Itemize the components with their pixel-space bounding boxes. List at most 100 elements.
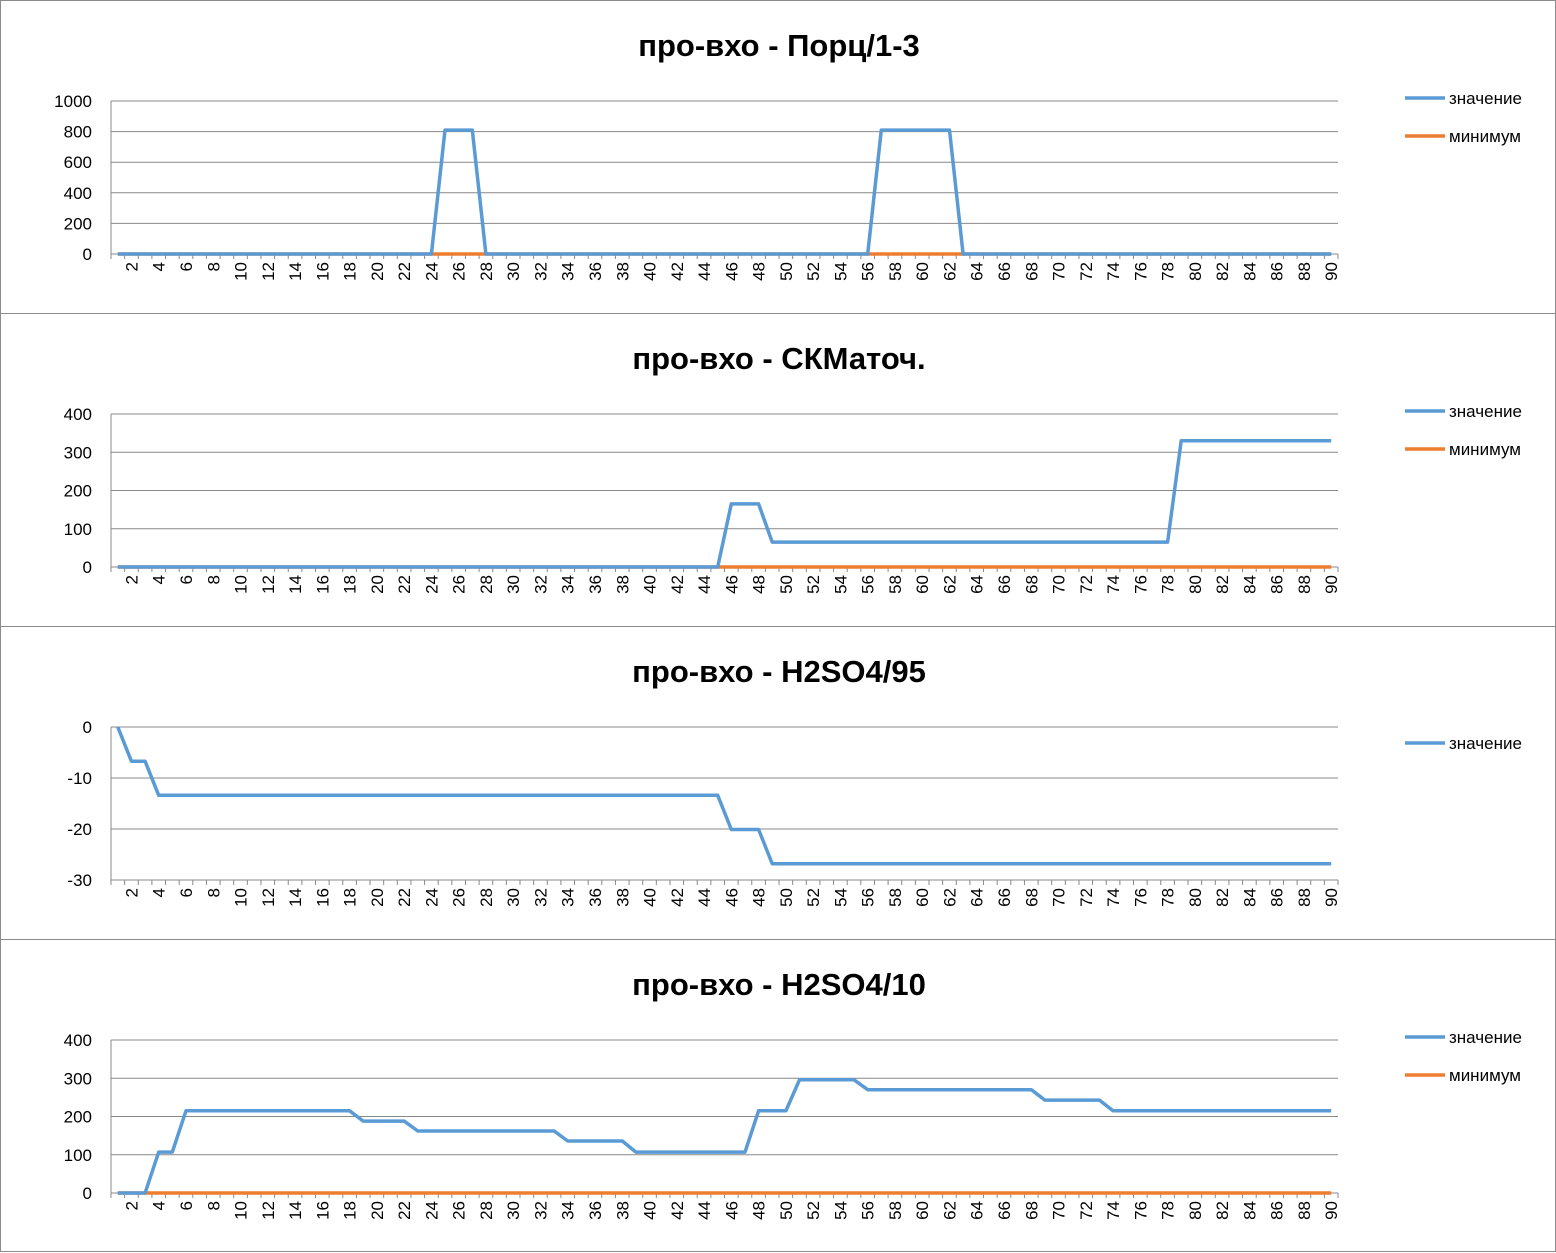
x-tick-label: 46 — [722, 575, 741, 594]
x-tick-label: 88 — [1295, 575, 1314, 594]
chart-title: про-вхо - H2SO4/95 — [632, 654, 926, 689]
x-tick-label: 64 — [968, 262, 987, 281]
x-tick-label: 54 — [831, 575, 850, 594]
x-tick-label: 16 — [313, 1201, 332, 1220]
x-tick-label: 38 — [613, 575, 632, 594]
y-tick-label: 800 — [64, 123, 92, 142]
x-tick-label: 30 — [504, 262, 523, 281]
x-tick-label: 84 — [1240, 262, 1259, 281]
x-tick-label: 4 — [150, 262, 169, 271]
x-tick-label: 30 — [504, 575, 523, 594]
x-tick-label: 78 — [1159, 575, 1178, 594]
x-tick-label: 40 — [641, 575, 660, 594]
x-tick-label: 18 — [341, 262, 360, 281]
y-tick-label: -30 — [67, 871, 92, 890]
series-line-value — [116, 726, 1332, 866]
x-tick-label: 58 — [886, 575, 905, 594]
x-tick-label: 60 — [913, 262, 932, 281]
x-tick-label: 38 — [613, 262, 632, 281]
x-tick-label: 28 — [477, 888, 496, 907]
x-tick-label: 32 — [531, 262, 550, 281]
legend-label: значение — [1449, 402, 1522, 421]
x-tick-label: 14 — [286, 1201, 305, 1220]
x-tick-label: 80 — [1186, 888, 1205, 907]
x-tick-label: 60 — [913, 888, 932, 907]
y-tick-label: 400 — [64, 405, 92, 424]
x-tick-label: 80 — [1186, 1201, 1205, 1220]
x-tick-label: 36 — [586, 262, 605, 281]
x-tick-label: 76 — [1131, 575, 1150, 594]
x-tick-label: 82 — [1213, 888, 1232, 907]
x-tick-label: 84 — [1240, 1201, 1259, 1220]
chart-panel: про-вхо - H2SO4/95 -30 -20 -10 0 2 4 6 8 10 12 14 16… — [0, 626, 1556, 940]
x-tick-label: 80 — [1186, 262, 1205, 281]
x-tick-label: 28 — [477, 262, 496, 281]
x-tick-label: 72 — [1077, 888, 1096, 907]
x-tick-label: 76 — [1131, 888, 1150, 907]
x-tick-label: 26 — [450, 888, 469, 907]
chart-panel: про-вхо - СКМаточ. 0 100 200 300 400 2 4 6 8 10 12 1… — [0, 313, 1556, 627]
y-tick-label: 400 — [64, 184, 92, 203]
x-tick-label: 16 — [313, 888, 332, 907]
x-tick-label: 10 — [232, 1201, 251, 1220]
x-tick-label: 66 — [995, 1201, 1014, 1220]
x-tick-label: 12 — [259, 1201, 278, 1220]
x-tick-label: 24 — [422, 1201, 441, 1220]
x-tick-label: 56 — [859, 262, 878, 281]
x-tick-label: 2 — [122, 575, 141, 584]
x-tick-label: 40 — [641, 888, 660, 907]
x-tick-label: 86 — [1268, 575, 1287, 594]
y-tick-label: 200 — [64, 214, 92, 233]
x-tick-label: 34 — [559, 1201, 578, 1220]
x-tick-label: 30 — [504, 888, 523, 907]
x-tick-label: 2 — [122, 262, 141, 271]
x-tick-label: 34 — [559, 888, 578, 907]
x-tick-label: 18 — [341, 888, 360, 907]
x-tick-label: 72 — [1077, 262, 1096, 281]
chart-panel: про-вхо - H2SO4/10 0 100 200 300 400 2 4 6 8 10 12 1… — [0, 939, 1556, 1252]
x-tick-label: 46 — [722, 888, 741, 907]
x-tick-label: 24 — [422, 262, 441, 281]
x-tick-label: 6 — [177, 575, 196, 584]
x-tick-label: 50 — [777, 1201, 796, 1220]
x-tick-label: 56 — [859, 1201, 878, 1220]
x-tick-label: 86 — [1268, 262, 1287, 281]
x-tick-label: 76 — [1131, 262, 1150, 281]
x-tick-label: 26 — [450, 1201, 469, 1220]
x-tick-label: 40 — [641, 1201, 660, 1220]
x-tick-label: 20 — [368, 1201, 387, 1220]
x-tick-label: 74 — [1104, 888, 1123, 907]
x-tick-label: 68 — [1022, 1201, 1041, 1220]
x-tick-label: 30 — [504, 1201, 523, 1220]
y-tick-label: 100 — [64, 1146, 92, 1165]
x-tick-label: 4 — [150, 575, 169, 584]
x-tick-label: 20 — [368, 575, 387, 594]
x-tick-label: 18 — [341, 1201, 360, 1220]
x-tick-label: 66 — [995, 262, 1014, 281]
x-tick-label: 62 — [940, 888, 959, 907]
x-tick-label: 64 — [968, 575, 987, 594]
chart-title: про-вхо - СКМаточ. — [632, 341, 925, 376]
y-tick-label: 1000 — [54, 92, 92, 111]
x-tick-label: 22 — [395, 1201, 414, 1220]
series-line-value — [117, 1078, 1332, 1195]
x-tick-label: 68 — [1022, 888, 1041, 907]
x-tick-label: 58 — [886, 888, 905, 907]
x-tick-label: 42 — [668, 262, 687, 281]
x-tick-label: 54 — [831, 888, 850, 907]
x-tick-label: 10 — [232, 262, 251, 281]
x-tick-label: 52 — [804, 262, 823, 281]
legend-label: значение — [1449, 734, 1522, 753]
legend-label: минимум — [1449, 440, 1521, 459]
x-tick-label: 34 — [559, 575, 578, 594]
x-tick-label: 26 — [450, 262, 469, 281]
x-tick-label: 38 — [613, 888, 632, 907]
y-tick-label: 600 — [64, 153, 92, 172]
x-tick-label: 26 — [450, 575, 469, 594]
x-tick-label: 8 — [204, 262, 223, 271]
x-tick-label: 12 — [259, 575, 278, 594]
x-tick-label: 74 — [1104, 575, 1123, 594]
legend-label: значение — [1449, 89, 1522, 108]
